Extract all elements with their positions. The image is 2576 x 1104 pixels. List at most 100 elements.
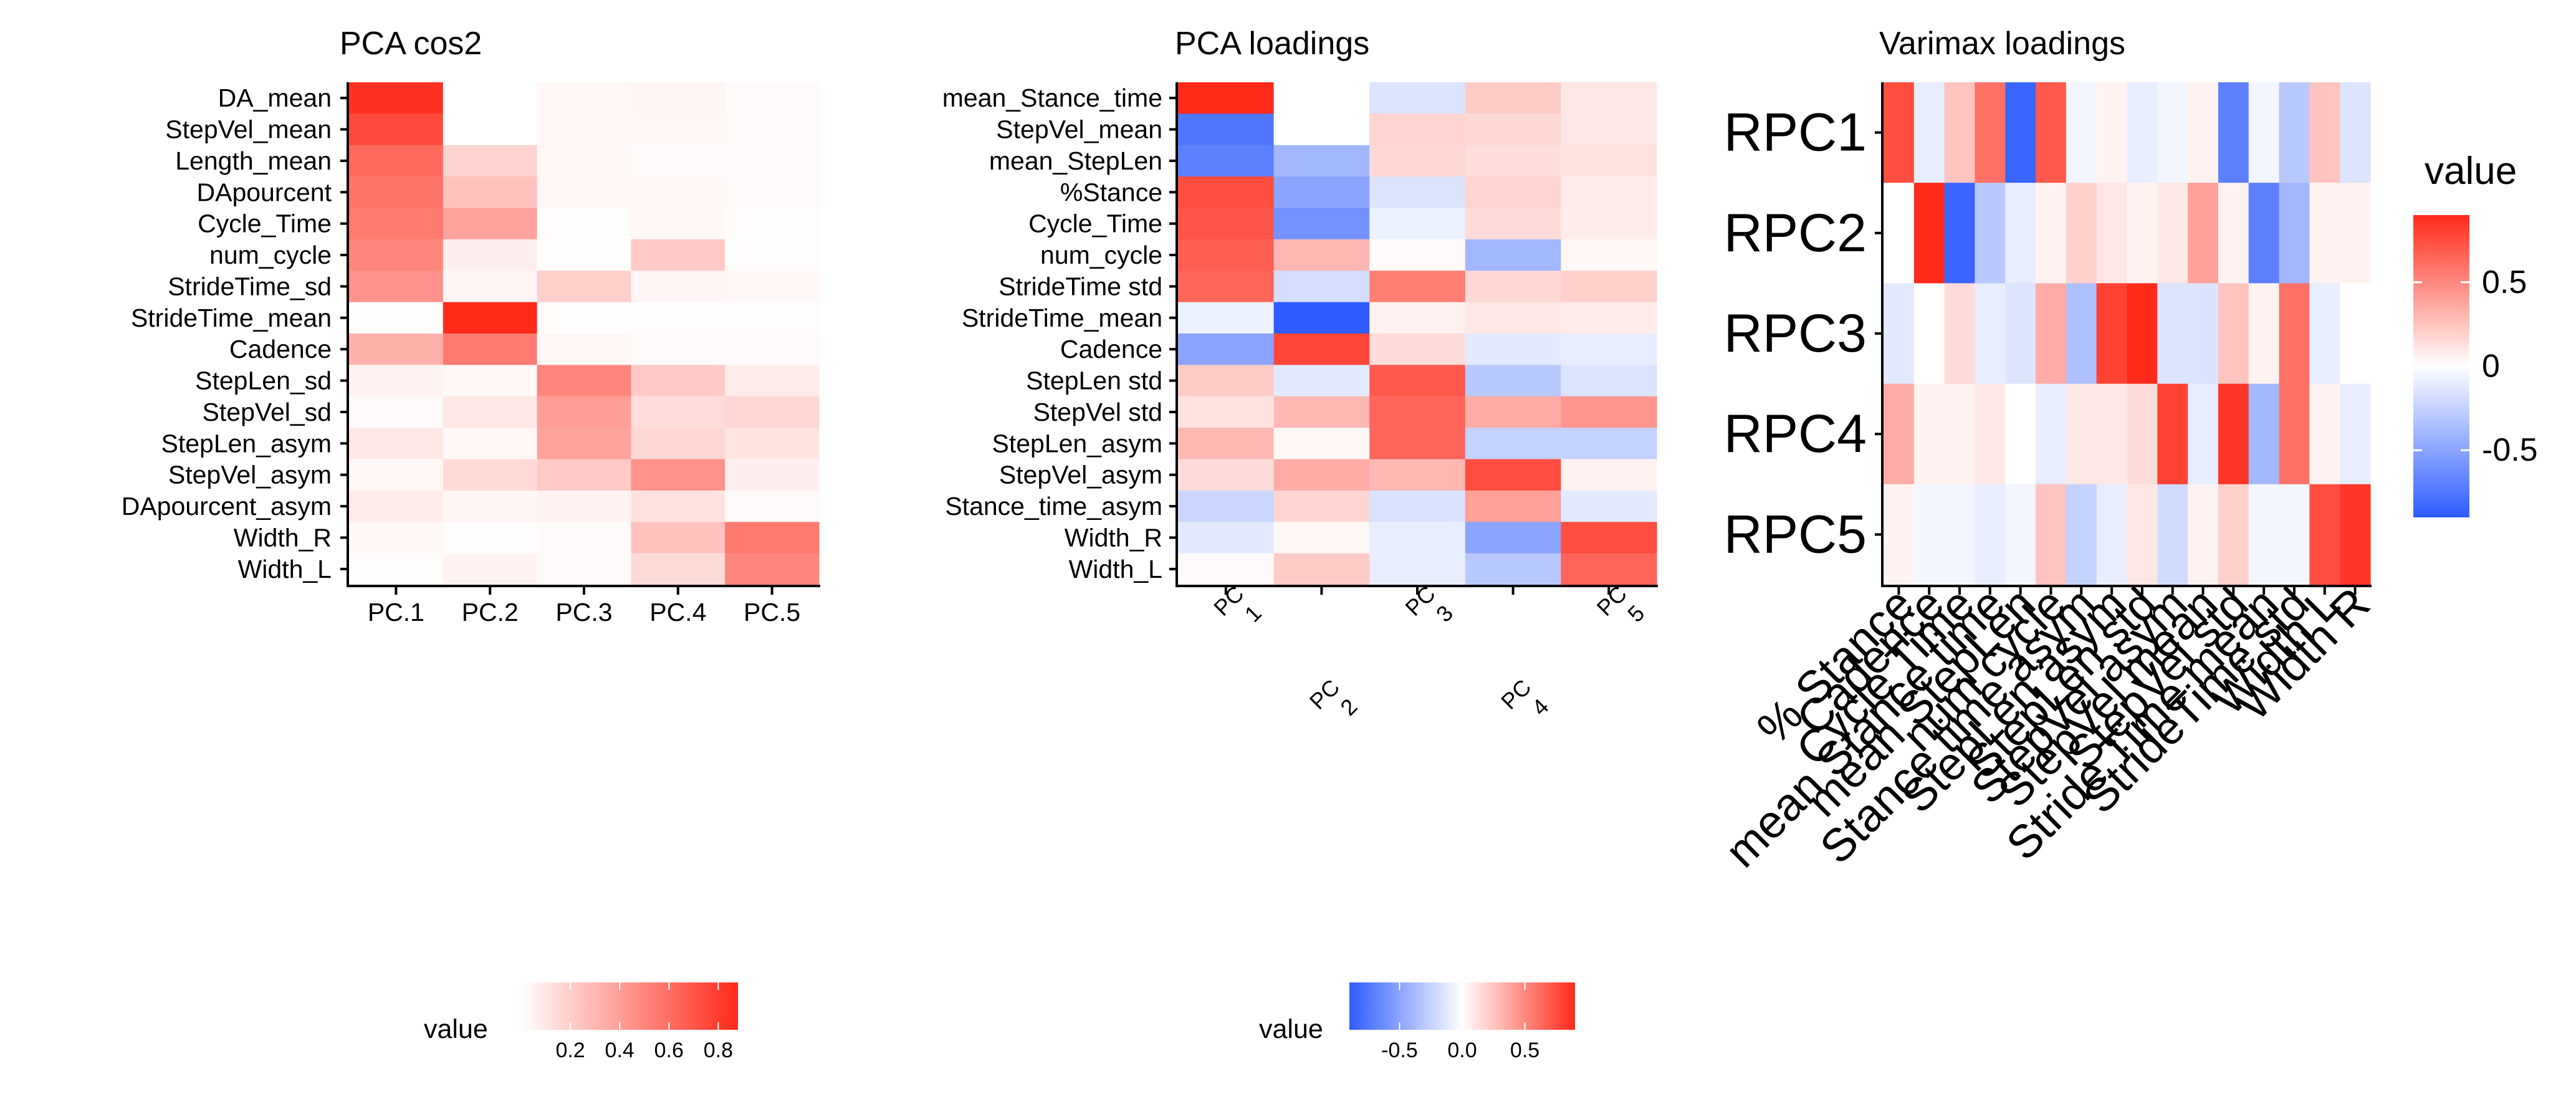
- heatmap-cell: [1178, 145, 1275, 177]
- heatmap-cell: [631, 176, 725, 209]
- colorbar-title: value: [2425, 150, 2517, 193]
- heatmap-cell: [1273, 302, 1370, 334]
- panel-pca-cos2: PCA cos2 DA_meanStepVel_meanLength_meanD…: [122, 26, 820, 1062]
- y-tick-label: StepVel_asym: [999, 461, 1162, 489]
- heatmap-cells: [349, 82, 820, 585]
- heatmap-cell: [2036, 484, 2067, 585]
- heatmap-cell: [1975, 82, 2006, 183]
- y-tick-label: Width_R: [234, 523, 332, 552]
- heatmap-cell: [1944, 82, 1976, 183]
- heatmap-cell: [725, 239, 820, 271]
- heatmap-cell: [537, 113, 631, 146]
- heatmap-cell: [2340, 82, 2371, 183]
- y-tick-label: StepVel_mean: [996, 115, 1162, 144]
- heatmap-cell: [1273, 145, 1370, 177]
- heatmap-cell: [725, 396, 820, 428]
- heatmap-cell: [537, 553, 631, 585]
- heatmap-cell: [1561, 176, 1657, 209]
- colorbar-tick-label: 0.6: [654, 1039, 684, 1062]
- colorbar-tick-label: 0.0: [1447, 1039, 1477, 1062]
- heatmap-cell: [1975, 283, 2006, 385]
- x-tick-label: PC.1: [368, 598, 424, 626]
- heatmap-cell: [1465, 522, 1561, 554]
- heatmap-cell: [1561, 271, 1657, 303]
- heatmap-cell: [443, 490, 538, 522]
- y-tick-label: StrideTime_mean: [131, 304, 332, 332]
- heatmap-cell: [349, 82, 444, 114]
- heatmap-cell: [2340, 383, 2371, 485]
- heatmap-cell: [1913, 484, 1945, 585]
- heatmap-cell: [1884, 183, 1915, 284]
- heatmap-cell: [725, 271, 820, 303]
- heatmap-cell: [1561, 522, 1657, 554]
- heatmap-cell: [1369, 113, 1466, 146]
- heatmap-cell: [1369, 176, 1466, 209]
- heatmap-cell: [2188, 383, 2219, 485]
- heatmap-cell: [1561, 208, 1657, 240]
- heatmap-cell: [443, 459, 538, 491]
- y-tick-label: StepVel_mean: [165, 115, 332, 144]
- y-tick-label: Cadence: [229, 335, 332, 363]
- heatmap-cell: [2340, 183, 2371, 284]
- heatmap-cell: [443, 396, 538, 428]
- colorbar-tick-label: -0.5: [2482, 432, 2538, 468]
- y-tick-label: Stance_time_asym: [945, 492, 1162, 521]
- heatmap-cell: [725, 113, 820, 146]
- heatmap-cell: [537, 176, 631, 209]
- heatmap-cell: [1273, 113, 1370, 146]
- heatmap-cell: [2309, 383, 2340, 485]
- heatmap-cell: [2005, 484, 2036, 585]
- heatmap-cell: [1369, 396, 1466, 428]
- heatmap-cell: [1913, 183, 1945, 284]
- heatmap-cell: [631, 522, 725, 554]
- heatmap-cell: [1944, 484, 1976, 585]
- heatmap-cell: [2036, 183, 2067, 284]
- y-tick-label: StrideTime_sd: [168, 272, 332, 300]
- heatmap-cell: [631, 113, 725, 146]
- heatmap-cell: [1561, 428, 1657, 460]
- heatmap-cell: [1178, 459, 1275, 491]
- y-tick-label: StepLen_asym: [992, 429, 1162, 458]
- y-tick-label: %Stance: [1060, 178, 1162, 206]
- heatmap-cell: [349, 334, 444, 365]
- heatmap-cell: [2066, 484, 2097, 585]
- colorbar-tick-label: -0.5: [1381, 1039, 1418, 1062]
- heatmap-cell: [537, 271, 631, 303]
- heatmap-cell: [725, 334, 820, 365]
- heatmap-cell: [349, 239, 444, 271]
- heatmap-cell: [631, 396, 725, 428]
- heatmap-cell: [2127, 283, 2158, 385]
- heatmap-cell: [537, 365, 631, 397]
- heatmap-cell: [1178, 490, 1275, 522]
- heatmap-cell: [1369, 145, 1466, 177]
- heatmap-cell: [443, 302, 538, 334]
- heatmap-cell: [1273, 553, 1370, 585]
- heatmap-cells: [1178, 82, 1657, 585]
- x-tick-label: PC5: [1592, 581, 1650, 640]
- heatmap-cell: [1975, 183, 2006, 284]
- heatmap-cell: [2248, 82, 2280, 183]
- heatmap-cell: [1561, 334, 1657, 365]
- heatmap-cell: [2309, 183, 2340, 284]
- heatmap-cell: [1369, 522, 1466, 554]
- heatmap-cell: [2005, 82, 2036, 183]
- y-tick-label: num_cycle: [209, 241, 332, 269]
- heatmap-cell: [631, 239, 725, 271]
- colorbar-title: value: [1259, 1014, 1323, 1044]
- heatmap-cell: [725, 302, 820, 334]
- heatmap-cell: [1884, 82, 1915, 183]
- heatmap-cell: [1178, 365, 1275, 397]
- heatmap-cell: [2036, 82, 2067, 183]
- heatmap-cell: [1884, 383, 1915, 485]
- heatmap-cell: [537, 239, 631, 271]
- colorbar: value 0.2 0.4 0.6 0.8: [424, 982, 738, 1062]
- heatmap-cell: [725, 553, 820, 585]
- heatmap-cell: [631, 208, 725, 240]
- heatmap-cell: [1178, 334, 1275, 365]
- x-tick-labels: PC.1 PC.2 PC.3 PC.4 PC.5: [368, 586, 800, 626]
- heatmap-cell: [725, 522, 820, 554]
- heatmap-cell: [725, 365, 820, 397]
- x-tick-label: PC1: [1209, 581, 1267, 640]
- heatmap-cell: [2279, 383, 2310, 485]
